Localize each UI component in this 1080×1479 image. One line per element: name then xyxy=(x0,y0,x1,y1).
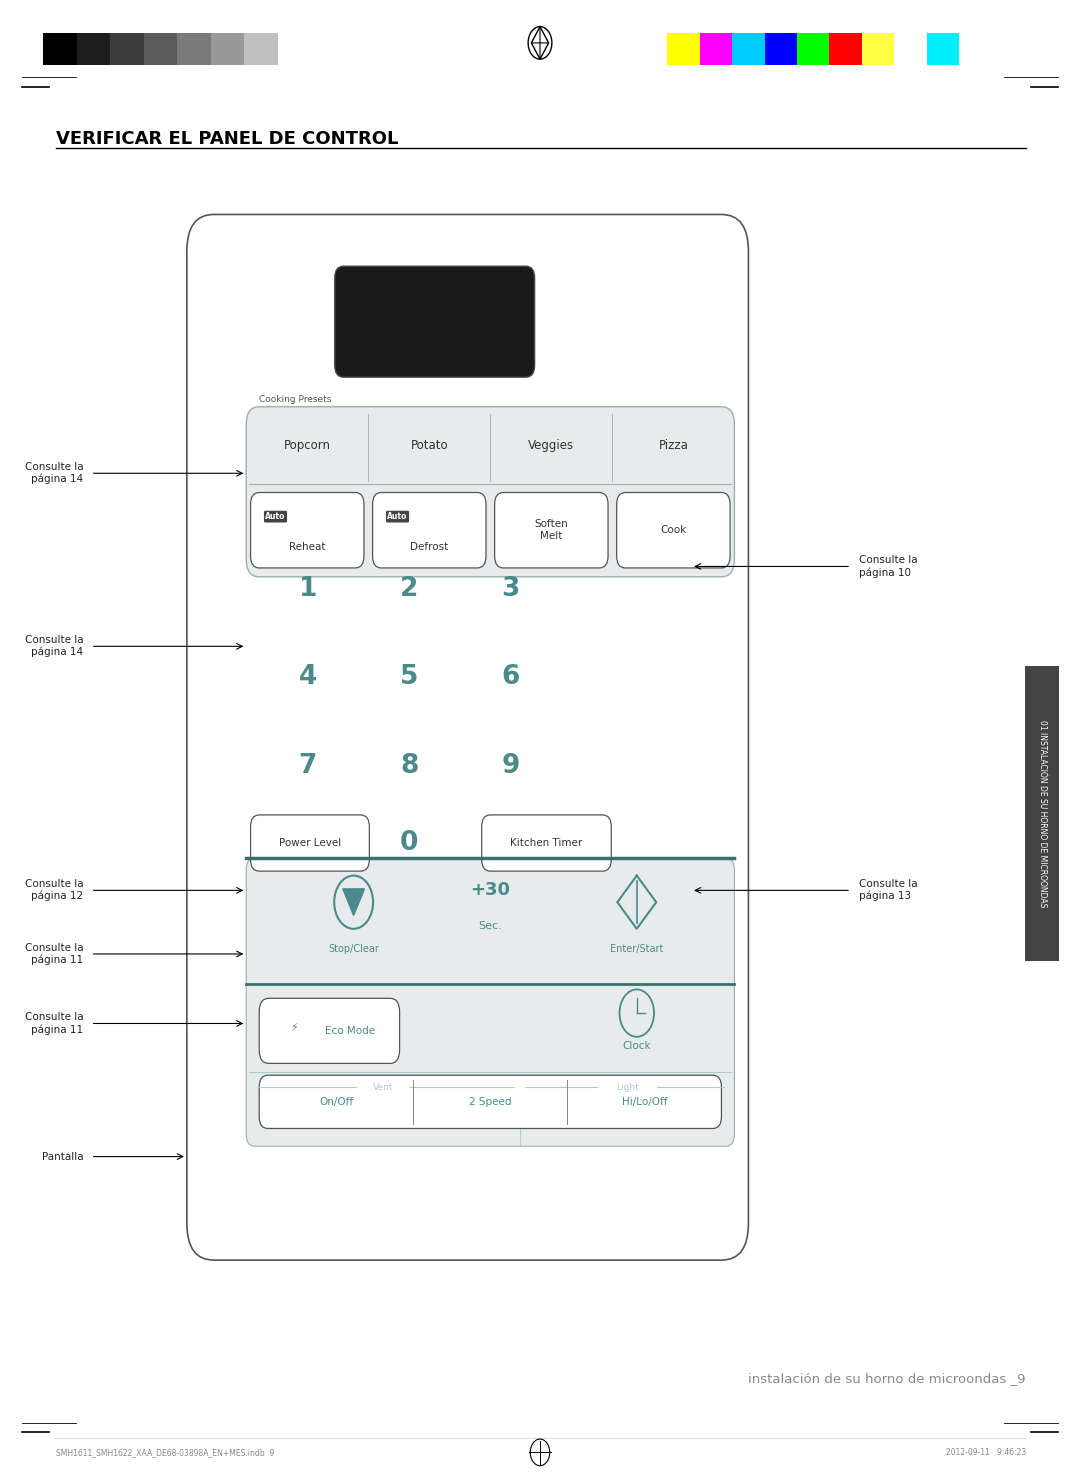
FancyBboxPatch shape xyxy=(617,493,730,568)
Text: Consulte la
página 14: Consulte la página 14 xyxy=(25,461,83,485)
Text: Enter/Start: Enter/Start xyxy=(610,944,663,954)
Bar xyxy=(211,33,244,65)
Text: SMH1611_SMH1622_XAA_DE68-03898A_EN+MES.indb  9: SMH1611_SMH1622_XAA_DE68-03898A_EN+MES.i… xyxy=(56,1448,274,1457)
Text: Consulte la
página 10: Consulte la página 10 xyxy=(859,555,917,578)
FancyBboxPatch shape xyxy=(246,858,734,1146)
Text: On/Off: On/Off xyxy=(320,1097,353,1106)
FancyBboxPatch shape xyxy=(373,493,486,568)
FancyBboxPatch shape xyxy=(246,407,734,577)
Text: Clock: Clock xyxy=(622,1041,651,1050)
Text: VERIFICAR EL PANEL DE CONTROL: VERIFICAR EL PANEL DE CONTROL xyxy=(56,130,399,148)
Text: Power Level: Power Level xyxy=(279,839,341,847)
Bar xyxy=(77,33,110,65)
FancyBboxPatch shape xyxy=(259,998,400,1063)
Bar xyxy=(927,33,959,65)
Bar xyxy=(177,33,211,65)
Text: 8: 8 xyxy=(400,753,419,779)
Text: Soften
Melt: Soften Melt xyxy=(535,519,568,541)
FancyBboxPatch shape xyxy=(187,214,748,1260)
Text: 5: 5 xyxy=(400,664,419,691)
Text: Sec.: Sec. xyxy=(478,921,502,930)
Text: Pizza: Pizza xyxy=(659,439,688,451)
FancyBboxPatch shape xyxy=(335,266,535,377)
Text: 0: 0 xyxy=(400,830,419,856)
Text: 2 Speed: 2 Speed xyxy=(469,1097,512,1106)
Text: Consulte la
página 12: Consulte la página 12 xyxy=(25,879,83,902)
FancyBboxPatch shape xyxy=(251,815,369,871)
FancyBboxPatch shape xyxy=(482,815,611,871)
Text: 4: 4 xyxy=(299,664,316,691)
Text: Eco Mode: Eco Mode xyxy=(325,1026,376,1035)
Bar xyxy=(144,33,177,65)
Text: Kitchen Timer: Kitchen Timer xyxy=(511,839,582,847)
Bar xyxy=(765,33,797,65)
Text: 3: 3 xyxy=(501,575,521,602)
Text: Pantalla: Pantalla xyxy=(41,1152,83,1161)
FancyBboxPatch shape xyxy=(251,493,364,568)
Text: Consulte la
página 11: Consulte la página 11 xyxy=(25,1012,83,1035)
Text: Auto: Auto xyxy=(266,512,286,521)
Text: Consulte la
página 11: Consulte la página 11 xyxy=(25,942,83,966)
Bar xyxy=(667,33,700,65)
Text: Popcorn: Popcorn xyxy=(284,439,330,451)
FancyBboxPatch shape xyxy=(495,493,608,568)
Bar xyxy=(894,33,927,65)
Text: Defrost: Defrost xyxy=(410,541,448,552)
Text: Auto: Auto xyxy=(388,512,408,521)
Bar xyxy=(244,33,278,65)
Text: Reheat: Reheat xyxy=(289,541,325,552)
Text: Potato: Potato xyxy=(410,439,448,451)
Text: 9: 9 xyxy=(501,753,521,779)
Text: Cooking Presets: Cooking Presets xyxy=(259,395,332,404)
Bar xyxy=(797,33,829,65)
Bar xyxy=(110,33,144,65)
Bar xyxy=(829,33,862,65)
Text: Stop/Clear: Stop/Clear xyxy=(328,944,379,954)
Bar xyxy=(862,33,894,65)
Text: 7: 7 xyxy=(298,753,318,779)
Text: Cook: Cook xyxy=(660,525,687,535)
Bar xyxy=(43,33,77,65)
Polygon shape xyxy=(342,889,364,916)
Text: Hi/Lo/Off: Hi/Lo/Off xyxy=(622,1097,667,1106)
Text: +30: +30 xyxy=(470,881,511,899)
Text: 6: 6 xyxy=(501,664,521,691)
Text: Consulte la
página 14: Consulte la página 14 xyxy=(25,634,83,658)
Text: Consulte la
página 13: Consulte la página 13 xyxy=(859,879,917,902)
Text: 2012-09-11   9:46:23: 2012-09-11 9:46:23 xyxy=(946,1448,1026,1457)
Text: Light: Light xyxy=(616,1083,638,1092)
Bar xyxy=(700,33,732,65)
Text: 1: 1 xyxy=(298,575,318,602)
Text: 2: 2 xyxy=(400,575,419,602)
Text: 01 INSTALACIÓN DE SU HORNO DE MICROONDAS: 01 INSTALACIÓN DE SU HORNO DE MICROONDAS xyxy=(1038,720,1047,907)
Bar xyxy=(1025,666,1059,961)
Text: ⚡: ⚡ xyxy=(291,1023,298,1032)
Text: instalación de su horno de microondas _9: instalación de su horno de microondas _9 xyxy=(748,1373,1026,1384)
FancyBboxPatch shape xyxy=(259,1075,721,1128)
Text: Vent: Vent xyxy=(373,1083,393,1092)
Text: Veggies: Veggies xyxy=(528,439,575,451)
Bar xyxy=(278,33,311,65)
Bar xyxy=(732,33,765,65)
